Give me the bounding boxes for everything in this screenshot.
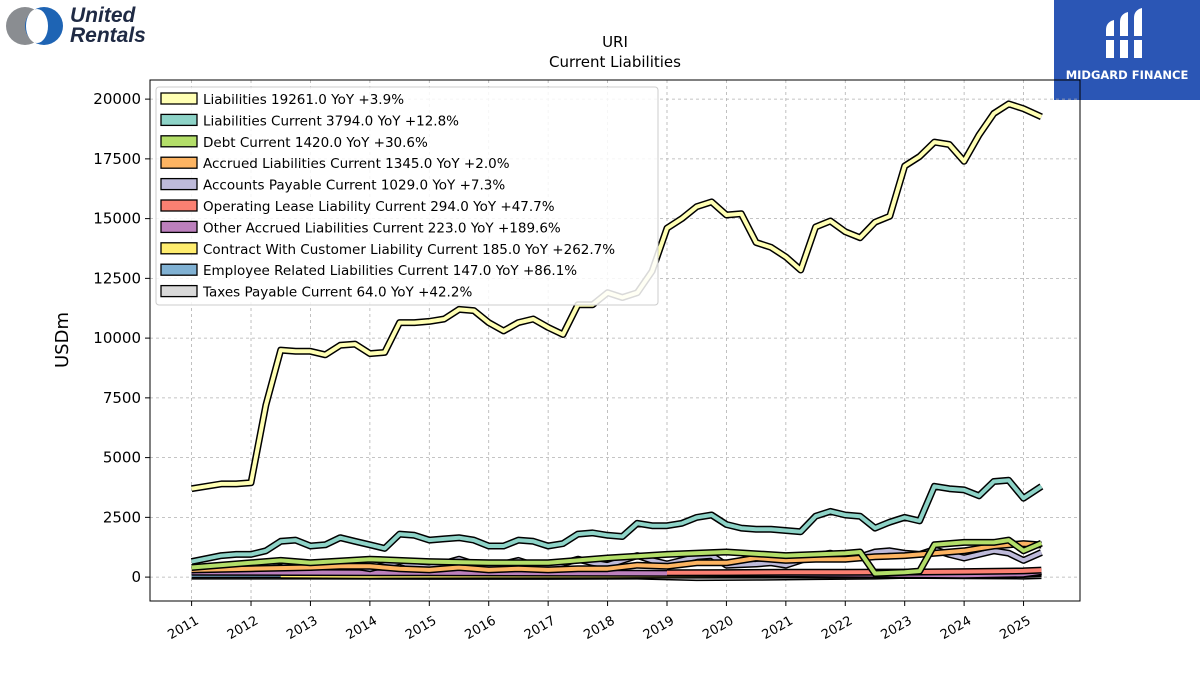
legend-swatch <box>160 242 198 255</box>
y-tick-label: 5000 <box>103 449 141 467</box>
legend-swatch <box>160 199 198 212</box>
x-tick-label: 2017 <box>522 613 558 643</box>
logo-white-center <box>26 9 48 43</box>
legend-item: Contract With Customer Liability Current… <box>160 242 615 258</box>
x-tick-label: 2011 <box>165 613 201 643</box>
legend-label: Debt Current 1420.0 YoY +30.6% <box>203 135 428 151</box>
series-operating-lease-liability-current <box>666 566 1042 577</box>
legend-item: Liabilities Current 3794.0 YoY +12.8% <box>160 113 459 129</box>
x-tick-label: 2021 <box>760 613 796 643</box>
legend: Liabilities 19261.0 YoY +3.9% Liabilities… <box>155 86 659 306</box>
series-debt-current <box>191 536 1043 577</box>
legend-box <box>155 86 659 306</box>
legend-label: Accounts Payable Current 1029.0 YoY +7.3… <box>203 178 505 194</box>
x-tick-label: 2025 <box>997 613 1033 643</box>
x-tick-label: 2015 <box>403 613 439 643</box>
legend-item: Other Accrued Liabilities Current 223.0 … <box>160 220 561 236</box>
y-tick-label: 17500 <box>93 150 141 168</box>
x-tick-label: 2016 <box>463 613 499 643</box>
legend-item: Employee Related Liabilities Current 147… <box>160 263 577 279</box>
legend-label: Operating Lease Liability Current 294.0 … <box>203 199 555 215</box>
y-tick-label: 12500 <box>93 269 141 287</box>
legend-label: Liabilities 19261.0 YoY +3.9% <box>203 92 404 108</box>
series-layer <box>190 100 1044 582</box>
legend-label: Contract With Customer Liability Current… <box>203 242 615 258</box>
y-tick-label: 15000 <box>93 210 141 228</box>
x-tick-label: 2018 <box>581 613 617 643</box>
legend-swatch <box>160 284 198 298</box>
legend-swatch <box>160 113 198 127</box>
y-axis-label: USDm <box>52 312 73 368</box>
legend-label: Employee Related Liabilities Current 147… <box>203 263 577 279</box>
legend-label: Liabilities Current 3794.0 YoY +12.8% <box>203 113 459 129</box>
chart-title: URI <box>602 33 628 51</box>
series-accrued-liabilities-current <box>191 540 1042 574</box>
y-tick-label: 7500 <box>103 389 141 407</box>
legend-swatch <box>160 156 198 169</box>
legend-item: Accounts Payable Current 1029.0 YoY +7.3… <box>160 177 505 194</box>
united-rentals-logo: United Rentals <box>4 4 164 48</box>
legend-item: Accrued Liabilities Current 1345.0 YoY +… <box>160 156 510 172</box>
legend-swatch <box>160 220 198 234</box>
legend-item: Liabilities 19261.0 YoY +3.9% <box>160 92 404 108</box>
legend-item: Debt Current 1420.0 YoY +30.6% <box>160 135 428 151</box>
y-tick-label: 20000 <box>93 90 141 108</box>
y-tick-label: 2500 <box>103 508 141 526</box>
legend-swatch <box>160 263 198 276</box>
legend-swatch <box>160 92 198 105</box>
x-tick-label: 2020 <box>700 613 736 643</box>
legend-label: Taxes Payable Current 64.0 YoY +42.2% <box>202 285 472 301</box>
x-tick-label: 2013 <box>284 613 320 643</box>
logo-line1: United <box>70 4 136 27</box>
series-line <box>191 538 1043 576</box>
midgard-finance-logo: MIDGARD FINANCE <box>1054 0 1200 100</box>
legend-swatch <box>160 177 198 191</box>
y-tick-label: 0 <box>131 568 141 586</box>
logo-line2: Rentals <box>70 24 146 47</box>
legend-swatch <box>160 135 198 148</box>
united-rentals-logo-mark <box>6 7 63 45</box>
x-tick-label: 2024 <box>938 613 974 643</box>
x-tick-label: 2014 <box>344 613 380 643</box>
x-tick-label: 2022 <box>819 613 855 643</box>
legend-item: Operating Lease Liability Current 294.0 … <box>160 199 555 215</box>
legend-item: Taxes Payable Current 64.0 YoY +42.2% <box>160 284 472 301</box>
series-line <box>191 478 1043 564</box>
y-tick-label: 10000 <box>93 329 141 347</box>
plot-frame <box>149 79 1081 602</box>
midgard-finance-logo-mark <box>1104 8 1144 58</box>
series-line <box>191 541 1042 572</box>
x-tick-label: 2019 <box>641 613 677 643</box>
x-tick-label: 2012 <box>225 613 261 643</box>
midgard-finance-text: MIDGARD FINANCE <box>1065 68 1189 82</box>
legend-label: Other Accrued Liabilities Current 223.0 … <box>203 220 561 236</box>
chart-subtitle: Current Liabilities <box>549 53 681 71</box>
legend-label: Accrued Liabilities Current 1345.0 YoY +… <box>203 156 510 172</box>
series-liabilities-current <box>190 476 1044 566</box>
x-tick-label: 2023 <box>879 613 915 643</box>
